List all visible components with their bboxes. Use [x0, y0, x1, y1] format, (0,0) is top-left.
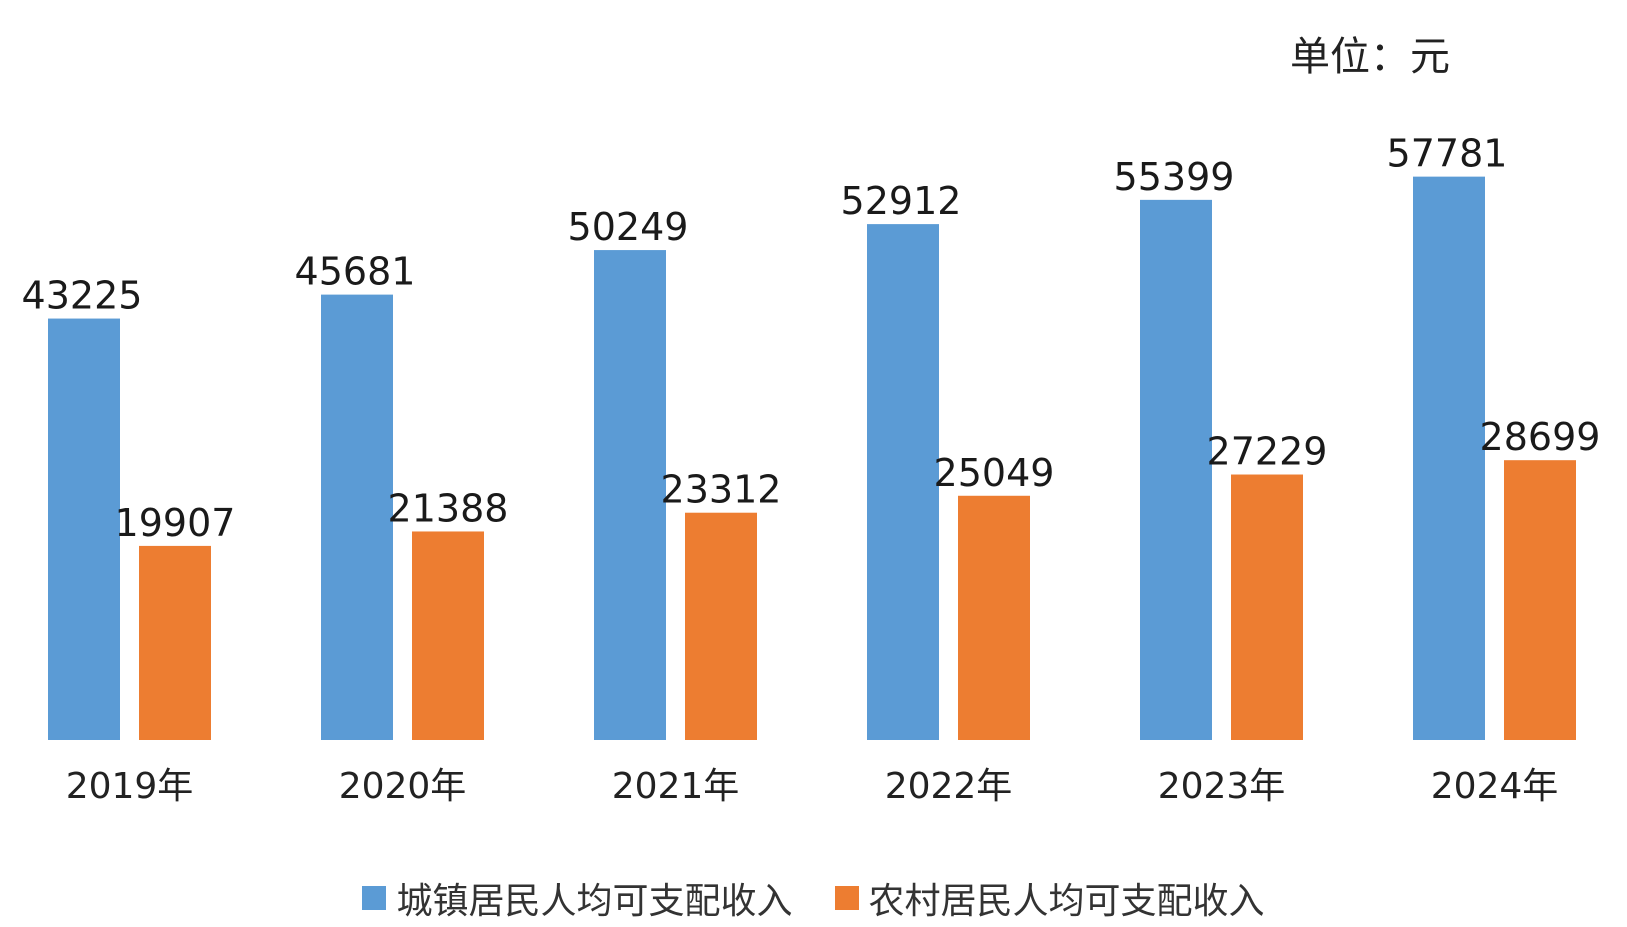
bar-rural-5	[1504, 460, 1576, 740]
value-label-rural-4: 27229	[1207, 430, 1328, 474]
bar-urban-1	[321, 294, 393, 740]
x-tick-label-4: 2023年	[1158, 766, 1286, 807]
legend: 城镇居民人均可支配收入 农村居民人均可支配收入	[0, 872, 1627, 924]
value-label-urban-2: 50249	[568, 205, 689, 249]
bar-urban-3	[867, 224, 939, 740]
bar-urban-2	[594, 250, 666, 740]
legend-item-rural: 农村居民人均可支配收入	[834, 872, 1265, 924]
bar-rural-1	[412, 531, 484, 740]
value-label-urban-4: 55399	[1114, 155, 1235, 199]
value-label-rural-2: 23312	[661, 468, 782, 512]
x-tick-label-1: 2020年	[339, 766, 467, 807]
value-label-rural-3: 25049	[934, 451, 1055, 495]
bar-urban-5	[1413, 176, 1485, 740]
value-label-rural-0: 19907	[115, 501, 236, 545]
value-label-rural-5: 28699	[1480, 415, 1601, 459]
x-tick-label-5: 2024年	[1431, 766, 1559, 807]
value-label-urban-5: 57781	[1387, 132, 1508, 176]
bar-urban-0	[48, 318, 120, 740]
legend-swatch-rural	[834, 886, 859, 910]
value-label-urban-3: 52912	[841, 179, 962, 223]
value-label-urban-1: 45681	[295, 250, 416, 294]
bar-rural-3	[958, 495, 1030, 740]
unit-label: 单位：元	[1290, 34, 1450, 80]
value-label-rural-1: 21388	[388, 486, 509, 530]
legend-item-urban: 城镇居民人均可支配收入	[362, 872, 793, 924]
value-label-urban-0: 43225	[22, 274, 143, 318]
bar-rural-4	[1231, 474, 1303, 740]
bar-rural-0	[139, 545, 211, 740]
bar-urban-4	[1140, 199, 1212, 741]
bar-rural-2	[685, 512, 757, 740]
x-tick-label-2: 2021年	[612, 766, 740, 807]
legend-label-rural: 农村居民人均可支配收入	[868, 881, 1265, 922]
x-tick-label-3: 2022年	[885, 766, 1013, 807]
legend-swatch-urban	[362, 886, 387, 910]
x-tick-label-0: 2019年	[66, 766, 194, 807]
legend-label-urban: 城镇居民人均可支配收入	[396, 881, 793, 922]
